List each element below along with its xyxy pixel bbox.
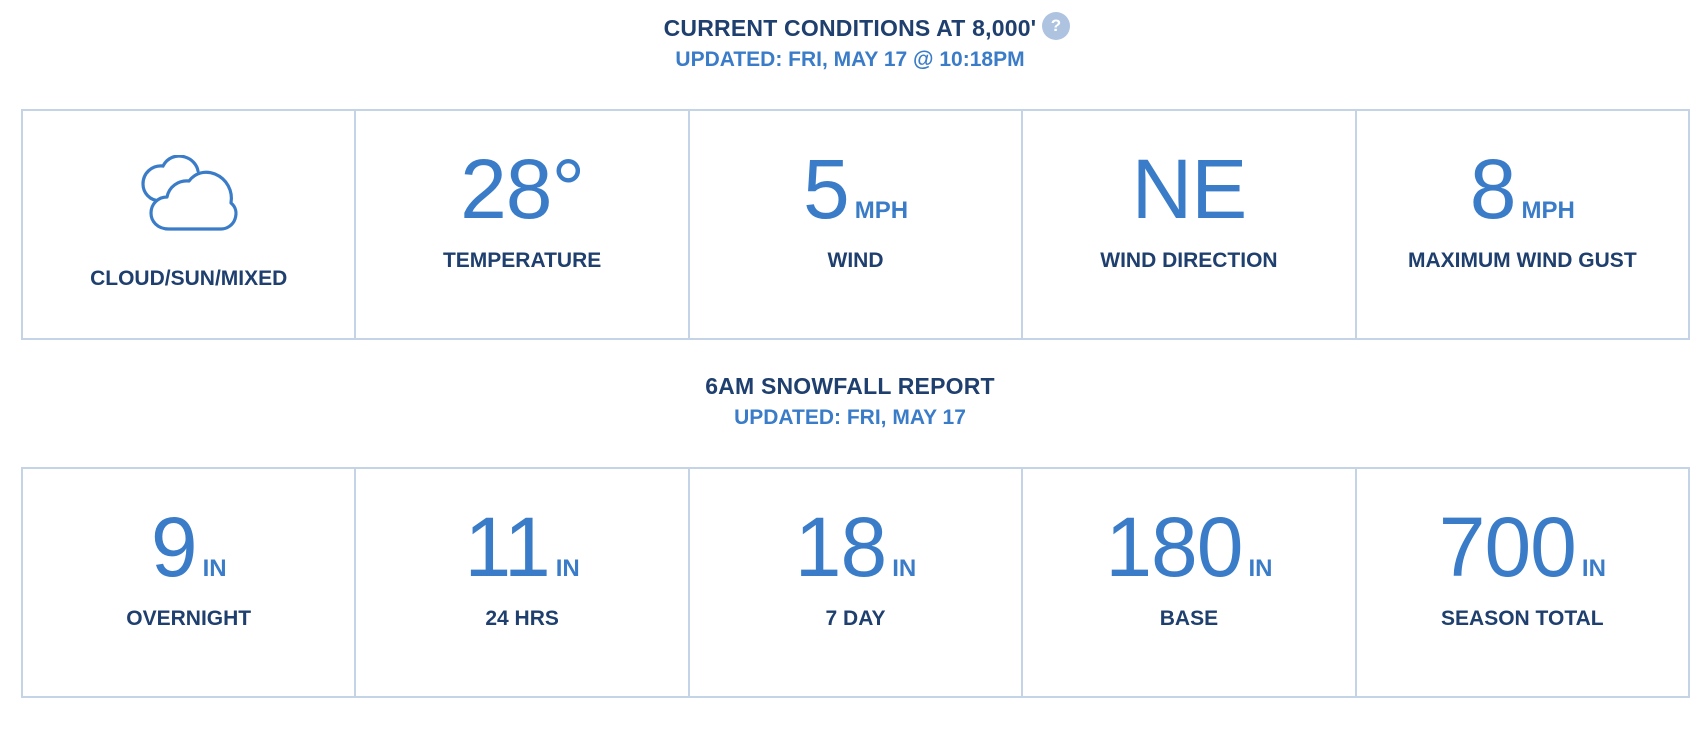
24hrs-unit: IN: [555, 555, 580, 582]
base-value: 180: [1105, 500, 1243, 594]
help-icon[interactable]: ?: [1042, 12, 1070, 40]
snowfall-label-24hrs: 24 HRS: [485, 607, 559, 630]
wind-gust-unit: MPH: [1521, 197, 1575, 224]
base-unit: IN: [1248, 555, 1273, 582]
current-conditions-header: CURRENT CONDITIONS AT 8,000' UPDATED: FR…: [0, 14, 1700, 74]
condition-cell-temperature: 28° TEMPERATURE: [356, 111, 690, 338]
snowfall-report-header: 6AM SNOWFALL REPORT UPDATED: FRI, MAY 17: [0, 372, 1700, 432]
wind-value: 5: [802, 142, 850, 236]
snowfall-report-grid: 9 IN OVERNIGHT 11 IN 24 HRS 18 IN 7 DAY 180…: [21, 467, 1690, 698]
condition-label-wind: WIND: [827, 249, 884, 272]
condition-cell-sky: CLOUD/SUN/MIXED: [23, 111, 357, 338]
condition-label-wind-gust: MAXIMUM WIND GUST: [1408, 249, 1637, 272]
season-total-value: 700: [1438, 500, 1577, 594]
current-conditions-title: CURRENT CONDITIONS AT 8,000': [663, 15, 1037, 41]
condition-label-wind-direction: WIND DIRECTION: [1100, 249, 1278, 272]
7day-unit: IN: [892, 555, 917, 582]
snowfall-report-title: 6AM SNOWFALL REPORT: [705, 373, 995, 399]
snowfall-cell-season-total: 700 IN SEASON TOTAL: [1357, 469, 1688, 696]
temperature-value: 28°: [460, 142, 585, 236]
snowfall-report-updated: UPDATED: FRI, MAY 17: [734, 406, 966, 429]
condition-cell-wind: 5 MPH WIND: [690, 111, 1024, 338]
condition-cell-wind-gust: 8 MPH MAXIMUM WIND GUST: [1357, 111, 1688, 338]
condition-cell-wind-direction: NE WIND DIRECTION: [1023, 111, 1357, 338]
snowfall-cell-7day: 18 IN 7 DAY: [690, 469, 1024, 696]
snowfall-cell-overnight: 9 IN OVERNIGHT: [23, 469, 357, 696]
overnight-unit: IN: [202, 555, 227, 582]
condition-label-sky: CLOUD/SUN/MIXED: [90, 267, 288, 290]
snowfall-label-overnight: OVERNIGHT: [126, 607, 252, 630]
snowfall-label-base: BASE: [1159, 607, 1219, 630]
snowfall-label-7day: 7 DAY: [825, 607, 886, 630]
snowfall-cell-24hrs: 11 IN 24 HRS: [356, 469, 690, 696]
season-total-unit: IN: [1581, 555, 1606, 582]
7day-value: 18: [794, 500, 887, 594]
snowfall-cell-base: 180 IN BASE: [1023, 469, 1357, 696]
overnight-value: 9: [150, 500, 198, 594]
wind-gust-value: 8: [1469, 142, 1517, 236]
condition-label-temperature: TEMPERATURE: [442, 249, 602, 272]
current-conditions-grid: CLOUD/SUN/MIXED 28° TEMPERATURE 5 MPH WIN…: [21, 109, 1690, 340]
current-conditions-updated: UPDATED: FRI, MAY 17 @ 10:18PM: [675, 48, 1025, 71]
wind-direction-value: NE: [1131, 142, 1248, 236]
wind-unit: MPH: [854, 197, 909, 224]
cloud-sun-icon: [23, 154, 354, 238]
24hrs-value: 11: [464, 500, 551, 594]
snowfall-label-season-total: SEASON TOTAL: [1441, 607, 1604, 630]
